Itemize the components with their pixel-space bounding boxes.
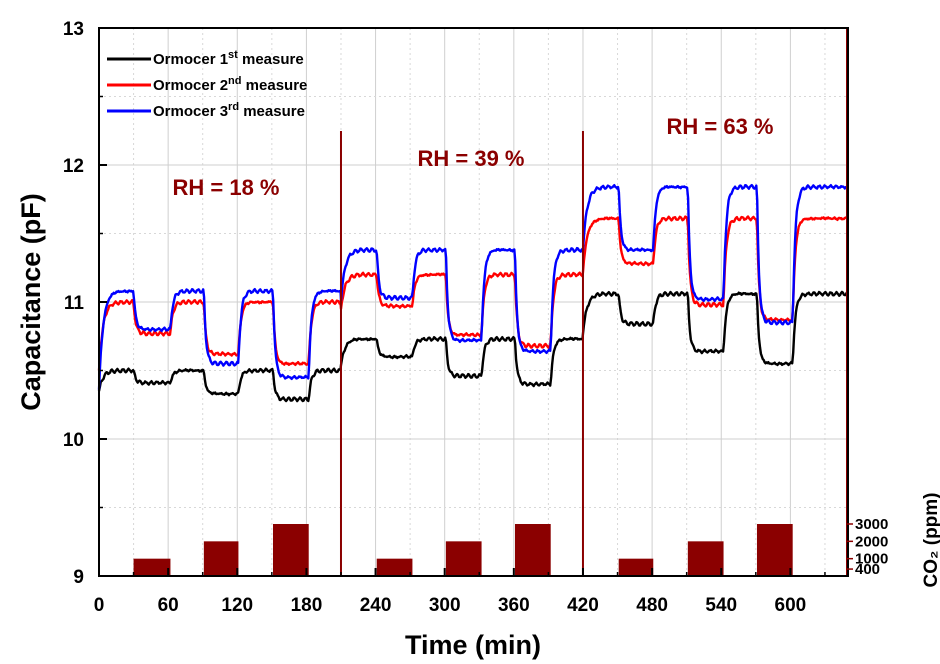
y-tick-label: 11 xyxy=(64,293,85,314)
legend-label: Ormocer 3rd measure xyxy=(153,101,305,120)
legend: Ormocer 1st measure Ormocer 2nd measure Or… xyxy=(107,49,307,120)
x-tick-label: 0 xyxy=(94,595,105,616)
co2-tick-label: 2000 xyxy=(855,533,888,550)
x-tick-label: 540 xyxy=(705,595,737,616)
y-tick-label: 13 xyxy=(63,19,84,40)
co2-bar xyxy=(376,558,413,576)
co2-axis-title: CO₂ (ppm) xyxy=(921,493,940,588)
y-tick-label: 10 xyxy=(63,430,84,451)
series-line-3 xyxy=(97,183,849,390)
co2-bars xyxy=(133,524,793,576)
co2-bar xyxy=(133,558,171,576)
rh-annotation: RH = 39 % xyxy=(418,146,525,171)
legend-label: Ormocer 1st measure xyxy=(153,49,304,68)
co2-bar xyxy=(514,524,551,576)
x-axis-title: Time (min) xyxy=(405,630,541,660)
y-tick-label: 9 xyxy=(73,567,84,588)
y-axis-title: Capacitance (pF) xyxy=(16,193,46,411)
rh-annotation: RH = 18 % xyxy=(173,175,280,200)
grid xyxy=(99,28,848,576)
series-lines xyxy=(97,183,849,403)
series-line-2 xyxy=(97,215,849,371)
co2-tick-label: 400 xyxy=(855,561,880,578)
series-line-1 xyxy=(97,290,849,403)
x-tick-label: 360 xyxy=(498,595,530,616)
co2-bar xyxy=(203,541,239,576)
legend-label: Ormocer 2nd measure xyxy=(153,75,307,94)
x-tick-label: 180 xyxy=(291,595,323,616)
x-tick-label: 480 xyxy=(636,595,668,616)
x-tick-label: 60 xyxy=(158,595,179,616)
co2-bar xyxy=(687,541,724,576)
co2-bar xyxy=(272,524,309,576)
co2-bar xyxy=(445,541,482,576)
rh-annotation: RH = 63 % xyxy=(667,114,774,139)
ticks xyxy=(98,27,826,577)
rh-annotations: RH = 18 % RH = 39 % RH = 63 % xyxy=(173,114,774,200)
x-tick-label: 420 xyxy=(567,595,599,616)
x-tick-label: 600 xyxy=(775,595,807,616)
co2-bar xyxy=(756,524,793,576)
tick-labels: 0 60 120 180 240 300 360 420 480 540 600 9 10 11 12 13 xyxy=(63,19,806,616)
co2-tick-label: 3000 xyxy=(855,516,888,533)
x-tick-label: 120 xyxy=(221,595,253,616)
co2-tick-label: 1000 xyxy=(855,551,888,568)
x-tick-label: 240 xyxy=(360,595,392,616)
y-tick-label: 12 xyxy=(63,156,84,177)
x-tick-label: 300 xyxy=(429,595,461,616)
co2-bar xyxy=(618,558,654,576)
